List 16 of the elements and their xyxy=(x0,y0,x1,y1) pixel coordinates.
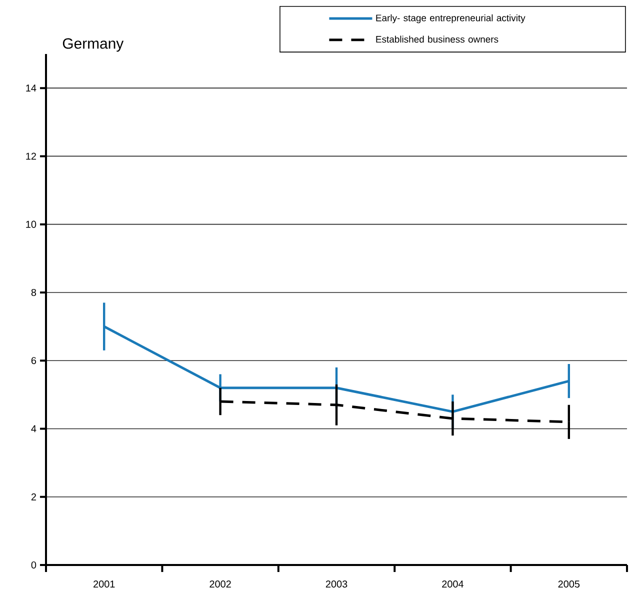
y-tick-label: 0 xyxy=(31,561,36,569)
y-tick-label: 6 xyxy=(31,357,36,364)
x-tick-label: 2001 xyxy=(94,580,115,588)
x-tick-label: 2004 xyxy=(442,580,464,588)
x-tick-label: 2005 xyxy=(558,580,580,588)
y-tick-label: 10 xyxy=(26,220,36,228)
legend-label: Established business owners xyxy=(376,36,498,43)
y-tick-label: 2 xyxy=(31,493,36,500)
x-tick-label: 2002 xyxy=(210,580,231,588)
legend-label: Early- stage entrepreneurial activity xyxy=(376,14,526,24)
x-tick-label: 2003 xyxy=(326,580,348,588)
y-tick-label: 12 xyxy=(26,152,36,160)
y-tick-label: 14 xyxy=(26,84,36,92)
y-tick-label: 8 xyxy=(31,288,36,296)
chart-title: Germany xyxy=(62,38,124,52)
y-tick-label: 4 xyxy=(31,425,36,432)
